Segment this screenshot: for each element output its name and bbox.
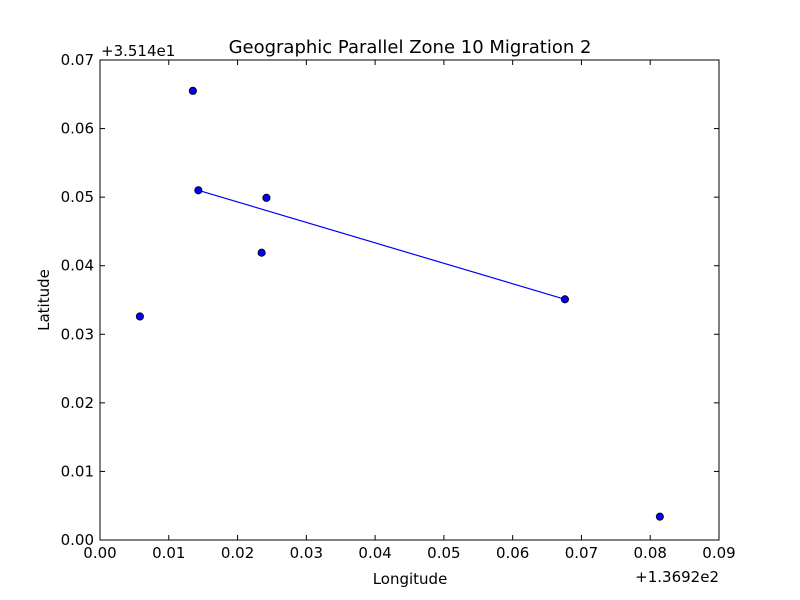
y-tick-label: 0.05 [61, 188, 94, 206]
y-tick-label: 0.01 [61, 462, 94, 480]
data-point [188, 86, 197, 95]
y-tick-label: 0.04 [61, 257, 94, 275]
data-point [194, 186, 203, 195]
plot-frame [99, 59, 720, 541]
data-point [262, 193, 271, 202]
x-tick-label: 0.00 [83, 544, 116, 562]
series-line [198, 189, 566, 300]
y-tick-label: 0.00 [61, 531, 94, 549]
data-point [135, 312, 144, 321]
y-axis-title: Latitude [35, 269, 53, 331]
y-offset-label: +3.514e1 [101, 42, 175, 60]
x-tick-label: 0.01 [152, 544, 185, 562]
x-tick-label: 0.02 [221, 544, 254, 562]
data-point [560, 295, 569, 304]
x-tick-label: 0.05 [427, 544, 460, 562]
x-tick-label: 0.04 [358, 544, 391, 562]
y-tick-label: 0.03 [61, 325, 94, 343]
y-tick-label: 0.07 [61, 51, 94, 69]
data-point [655, 512, 664, 521]
x-tick-label: 0.08 [634, 544, 667, 562]
x-tick-label: 0.03 [290, 544, 323, 562]
y-tick-label: 0.06 [61, 120, 94, 138]
x-axis-title: Longitude [373, 570, 448, 588]
plot-layer [135, 86, 664, 521]
ticks-layer: 0.00 0.01 0.02 0.03 0.04 0.05 0.06 0.07 0.08 0.09… [61, 51, 736, 562]
x-tick-label: 0.06 [496, 544, 529, 562]
x-tick-label: 0.09 [702, 544, 735, 562]
x-tick-label: 0.07 [565, 544, 598, 562]
chart-title: Geographic Parallel Zone 10 Migration 2 [229, 37, 592, 58]
x-offset-label: +1.3692e2 [635, 568, 719, 586]
y-tick-label: 0.02 [61, 394, 94, 412]
data-point [257, 248, 266, 257]
